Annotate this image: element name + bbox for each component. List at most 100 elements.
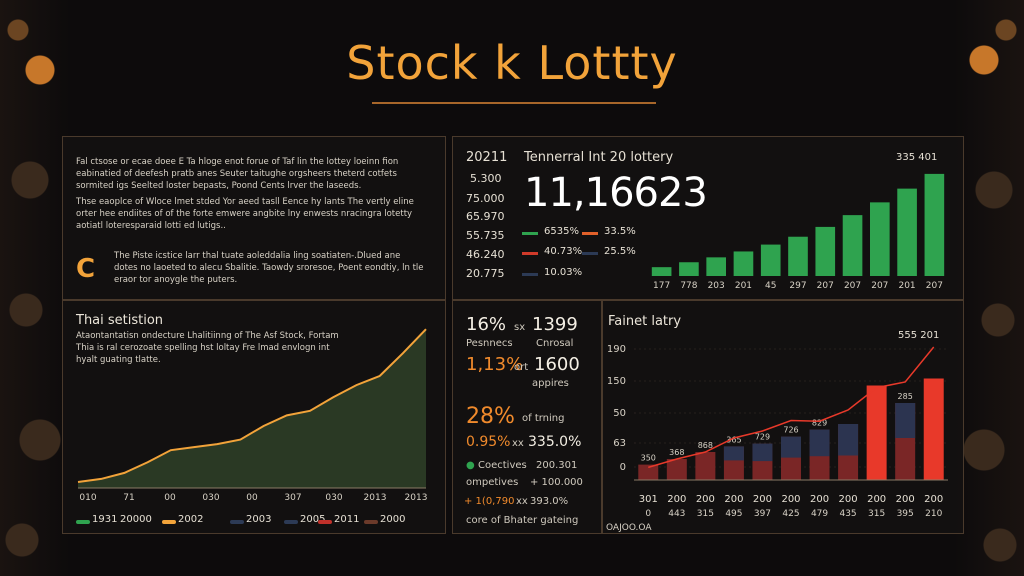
green-bar — [651, 267, 672, 276]
green-bar-x-label: 177 — [653, 281, 670, 290]
stat-4-value: 335.0% — [528, 434, 582, 450]
area-x-label: 2013 — [364, 493, 387, 503]
red-bar-overlay — [895, 403, 916, 438]
area-legend-label: 2005 — [300, 514, 326, 525]
text-paragraph-3: The Piste icstice larr thal tuate aoledd… — [114, 251, 424, 285]
red-y-tick: 150 — [607, 376, 626, 387]
green-dot-icon: ● — [466, 460, 475, 471]
red-bar-value-label: 729 — [755, 433, 770, 442]
area-legend-label: 1931 — [92, 514, 118, 525]
stat-5-left: Coectives — [478, 460, 527, 471]
red-x-label-row2: 397 — [754, 509, 771, 519]
red-bar-chart: 190 150 50 63 0 350 301 0 368 200 443 868 200 315 365 2… — [606, 344, 948, 532]
green-bar-x-label: 207 — [817, 281, 834, 290]
red-bar — [695, 452, 716, 480]
stat-1-unit: sx — [514, 322, 526, 333]
legend-value: 40.73% — [544, 246, 583, 257]
green-bar — [679, 262, 699, 276]
left-value-3: 65.970 — [466, 210, 505, 223]
area-legend-label: 2002 — [178, 514, 204, 525]
legend-swatch — [582, 252, 598, 255]
area-x-label: 00 — [164, 493, 176, 503]
stat-6-left: ompetives — [466, 477, 519, 488]
green-bar-x-label: 45 — [765, 281, 776, 290]
red-x-label: 200 — [781, 494, 800, 505]
red-x-label: 200 — [696, 494, 715, 505]
stat-7-right: 393.0% — [530, 496, 569, 507]
area-fill — [78, 329, 426, 488]
legend-value: 10.03% — [544, 267, 583, 278]
area-legend-label: 2000 — [380, 514, 406, 525]
legend-swatch — [522, 252, 538, 255]
red-bar-value-label: 726 — [783, 426, 798, 435]
green-bar — [815, 226, 836, 276]
red-x-label: 200 — [896, 494, 915, 505]
red-y-tick: 63 — [613, 438, 626, 449]
area-legend-label: 20000 — [120, 514, 152, 525]
area-line — [77, 328, 427, 483]
red-chart-corner-value: 555 201 — [898, 330, 940, 341]
left-value-6: 20.775 — [466, 267, 505, 280]
red-x-label: 200 — [867, 494, 886, 505]
left-value-1: 5.300 — [470, 172, 502, 185]
summary-heading: Tennerral Int 20 lottery — [524, 150, 674, 165]
legend-swatch — [522, 232, 538, 235]
green-bar-x-label: 201 — [735, 281, 752, 290]
red-bar — [866, 385, 887, 480]
green-bar-x-label: 203 — [708, 281, 725, 290]
green-bar — [706, 257, 726, 276]
stats-footer: core of Bhater gateing — [466, 515, 579, 526]
stat-2-sub: appires — [532, 378, 569, 389]
area-legend-label: 2003 — [246, 514, 272, 525]
stat-7-unit: xx — [516, 496, 528, 507]
area-chart-heading: Thai setistion — [76, 313, 164, 328]
red-x-label: 200 — [667, 494, 686, 505]
text-paragraph-2: Thse eaoplce of Wloce lmet stded Yor aee… — [76, 197, 414, 231]
area-legend-swatch — [364, 520, 378, 524]
legend-value: 33.5% — [604, 226, 636, 237]
green-bar-chart: 177 778 203 201 45 297 207 207 207 201 207 — [651, 173, 945, 290]
green-bar — [842, 215, 863, 276]
red-chart-title: Fainet latry — [608, 314, 682, 329]
stat-5-right: 200.301 — [536, 460, 578, 471]
left-value-4: 55.735 — [466, 229, 505, 242]
stat-2-percent: 1,13% — [466, 354, 524, 375]
page-title: Stock k Lottty — [346, 36, 678, 90]
left-value-2: 75.000 — [466, 192, 505, 205]
area-legend-swatch — [162, 520, 176, 524]
area-legend-swatch — [230, 520, 244, 524]
area-x-label: 010 — [79, 493, 96, 503]
area-legend-swatch — [76, 520, 90, 524]
text-panel — [62, 136, 446, 300]
red-y-tick: 0 — [620, 462, 626, 473]
red-bar-overlay — [752, 443, 773, 462]
green-bar-x-label: 201 — [898, 281, 915, 290]
stat-6-right: + 100.000 — [530, 477, 583, 488]
green-bar-x-label: 778 — [680, 281, 697, 290]
red-bar-value-label: 868 — [698, 441, 713, 450]
legend-swatch — [522, 273, 538, 276]
green-bar — [733, 251, 754, 276]
stat-1-sub-left: Pesnnecs — [466, 338, 513, 349]
area-legend-swatch — [284, 520, 298, 524]
green-bar-x-label: 297 — [789, 281, 806, 290]
stat-7-left: + 1(0,790 — [464, 496, 515, 507]
stat-1-value: 1399 — [532, 314, 578, 335]
stat-2-unit: ort — [514, 362, 529, 373]
green-bar — [788, 236, 808, 276]
red-x-label-row2: 0 — [645, 509, 651, 519]
legend-swatch — [582, 232, 598, 235]
red-bar — [666, 459, 687, 480]
red-x-label-row2: 395 — [897, 509, 914, 519]
red-trend-line — [648, 346, 935, 469]
red-bar — [923, 378, 944, 480]
text-paragraph-1: Fal ctsose or ecae doee E Ta hloge enot … — [76, 157, 399, 191]
stat-3-label: of trning — [522, 413, 565, 424]
c-letter-icon: C — [76, 254, 96, 284]
area-chart-description: Ataontantatisn ondecture Lhalitiinng of … — [76, 331, 339, 365]
red-x-label: 200 — [924, 494, 943, 505]
green-bar-x-label: 207 — [844, 281, 861, 290]
red-bar-overlay — [723, 446, 744, 461]
green-bar-x-label: 207 — [926, 281, 943, 290]
red-x-label: 200 — [724, 494, 743, 505]
